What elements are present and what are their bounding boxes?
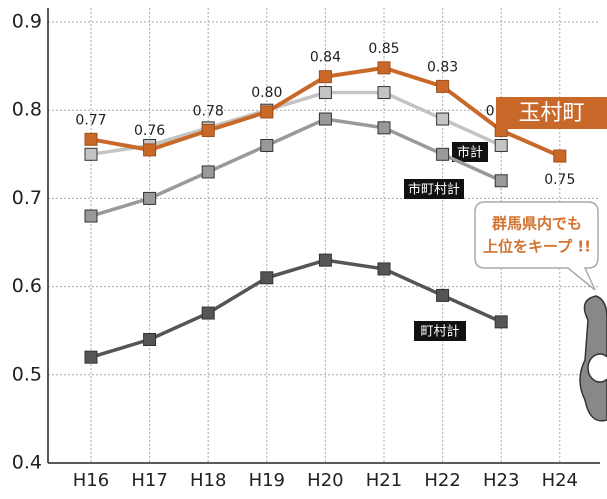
marker xyxy=(85,148,97,160)
y-tick-label: 0.9 xyxy=(12,11,42,33)
x-tick-label: H16 xyxy=(73,470,109,491)
marker xyxy=(85,133,97,145)
x-tick-label: H21 xyxy=(366,470,402,491)
marker xyxy=(495,316,507,328)
marker xyxy=(202,307,214,319)
x-tick-label: H18 xyxy=(190,470,226,491)
marker xyxy=(378,62,390,74)
marker xyxy=(378,122,390,134)
marker xyxy=(202,166,214,178)
data-label: 0.84 xyxy=(310,50,341,66)
x-tick-label: H22 xyxy=(424,470,460,491)
marker xyxy=(144,144,156,156)
marker xyxy=(319,71,331,83)
data-label: 0.76 xyxy=(134,123,165,139)
marker xyxy=(319,254,331,266)
x-tick-label: H23 xyxy=(483,470,519,491)
marker xyxy=(144,192,156,204)
data-label: 0.75 xyxy=(544,172,575,188)
x-tick-label: H20 xyxy=(307,470,343,491)
marker xyxy=(144,334,156,346)
data-label: 0.85 xyxy=(368,41,399,57)
marker xyxy=(85,351,97,363)
series-name: 玉村町 xyxy=(518,101,584,126)
marker xyxy=(378,263,390,275)
callout-text: 上位をキープ !! xyxy=(483,238,591,256)
y-tick-label: 0.8 xyxy=(12,99,42,121)
series-name: 市計 xyxy=(457,145,483,161)
marker xyxy=(495,175,507,187)
marker xyxy=(261,106,273,118)
data-label: 0.78 xyxy=(193,103,224,119)
y-tick-label: 0.6 xyxy=(12,275,42,297)
chart: 0.4 0.5 0.6 0.7 0.8 0.9 H16 H17 H18 H19 H20 H21 H22 H… xyxy=(0,0,607,495)
data-label: 0.77 xyxy=(75,112,106,128)
marker xyxy=(437,80,449,92)
marker xyxy=(319,113,331,125)
y-tick-label: 0.7 xyxy=(12,187,42,209)
data-label: 0.83 xyxy=(427,59,458,75)
callout-text: 群馬県内でも xyxy=(492,215,582,233)
y-tick-label: 0.4 xyxy=(12,452,42,474)
series-name: 市町村計 xyxy=(408,182,460,198)
marker xyxy=(261,139,273,151)
marker xyxy=(202,124,214,136)
marker xyxy=(554,150,566,162)
data-label: 0.80 xyxy=(251,85,282,101)
callout: 群馬県内でも 上位をキープ !! xyxy=(475,202,598,290)
marker xyxy=(437,113,449,125)
series-name: 町村計 xyxy=(420,324,459,340)
mascot xyxy=(580,296,607,421)
x-tick-label: H17 xyxy=(131,470,167,491)
y-tick-label: 0.5 xyxy=(12,363,42,385)
marker xyxy=(495,139,507,151)
marker xyxy=(378,87,390,99)
marker xyxy=(261,272,273,284)
marker xyxy=(85,210,97,222)
x-tick-label: H24 xyxy=(542,470,578,491)
marker xyxy=(319,87,331,99)
marker xyxy=(437,289,449,301)
x-tick-label: H19 xyxy=(249,470,285,491)
marker xyxy=(437,148,449,160)
